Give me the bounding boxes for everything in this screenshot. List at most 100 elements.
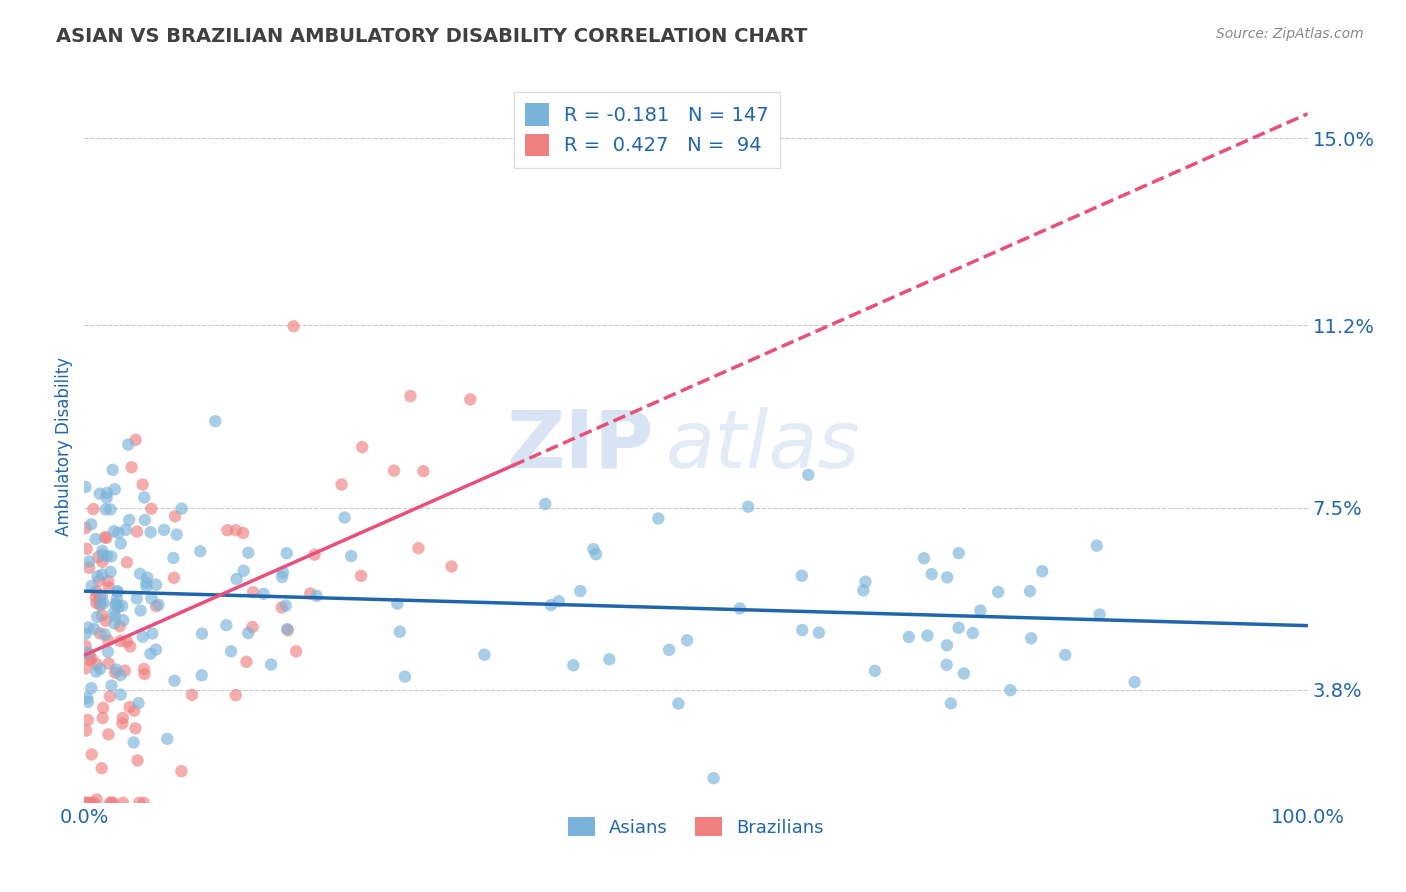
Point: [77, 796, 100, 810]
Legend: Asians, Brazilians: Asians, Brazilians: [561, 810, 831, 844]
Point: [232, 564, 254, 578]
Point: [225, 688, 247, 702]
Point: [96, 531, 118, 545]
Point: [145, 577, 167, 591]
Point: [80, 681, 103, 695]
Point: [921, 567, 943, 582]
Point: [145, 642, 167, 657]
Point: [91, 548, 114, 562]
Point: [277, 623, 299, 637]
Point: [100, 796, 122, 810]
Point: [156, 731, 179, 746]
Point: [84, 596, 107, 610]
Point: [129, 604, 152, 618]
Point: [103, 796, 125, 810]
Point: [163, 571, 186, 585]
Point: [1054, 648, 1077, 662]
Point: [131, 630, 153, 644]
Point: [562, 658, 585, 673]
Point: [104, 597, 127, 611]
Point: [139, 647, 162, 661]
Point: [97, 633, 120, 648]
Point: [333, 510, 356, 524]
Point: [94, 530, 117, 544]
Point: [77, 561, 100, 575]
Point: [84, 590, 107, 604]
Point: [110, 668, 132, 682]
Point: [75, 796, 97, 810]
Point: [79, 648, 101, 662]
Point: [91, 555, 114, 569]
Point: [121, 460, 143, 475]
Point: [139, 525, 162, 540]
Point: [163, 673, 186, 688]
Point: [127, 696, 149, 710]
Point: [118, 513, 141, 527]
Point: [135, 580, 157, 594]
Point: [83, 622, 105, 636]
Point: [855, 574, 877, 589]
Text: ASIAN VS BRAZILIAN AMBULATORY DISABILITY CORRELATION CHART: ASIAN VS BRAZILIAN AMBULATORY DISABILITY…: [56, 27, 807, 45]
Point: [83, 796, 105, 810]
Point: [103, 616, 125, 631]
Point: [79, 653, 101, 667]
Point: [134, 513, 156, 527]
Point: [440, 559, 463, 574]
Point: [94, 502, 117, 516]
Point: [242, 585, 264, 599]
Point: [330, 477, 353, 491]
Point: [86, 569, 108, 583]
Point: [340, 549, 363, 563]
Point: [148, 598, 170, 612]
Point: [87, 574, 110, 588]
Point: [540, 598, 562, 612]
Point: [93, 596, 115, 610]
Point: [87, 550, 110, 565]
Point: [217, 523, 239, 537]
Point: [962, 626, 984, 640]
Point: [104, 665, 127, 680]
Point: [987, 585, 1010, 599]
Point: [797, 467, 820, 482]
Point: [285, 644, 308, 658]
Point: [728, 601, 751, 615]
Point: [936, 570, 959, 584]
Point: [76, 690, 98, 705]
Point: [166, 527, 188, 541]
Point: [897, 630, 920, 644]
Point: [86, 610, 108, 624]
Point: [274, 599, 297, 613]
Point: [107, 584, 129, 599]
Point: [394, 670, 416, 684]
Point: [953, 666, 976, 681]
Point: [118, 700, 141, 714]
Point: [122, 735, 145, 749]
Point: [100, 502, 122, 516]
Point: [86, 657, 108, 671]
Point: [134, 491, 156, 505]
Point: [80, 579, 103, 593]
Point: [104, 609, 127, 624]
Point: [276, 546, 298, 560]
Point: [100, 679, 122, 693]
Point: [852, 583, 875, 598]
Point: [129, 566, 152, 581]
Point: [90, 598, 112, 612]
Point: [89, 486, 111, 500]
Point: [111, 711, 134, 725]
Point: [124, 722, 146, 736]
Point: [569, 584, 592, 599]
Point: [935, 657, 957, 672]
Point: [703, 771, 725, 785]
Point: [114, 664, 136, 678]
Point: [75, 480, 97, 494]
Point: [474, 648, 496, 662]
Point: [388, 624, 411, 639]
Point: [134, 667, 156, 681]
Point: [108, 619, 131, 633]
Point: [80, 747, 103, 762]
Point: [77, 713, 100, 727]
Point: [948, 546, 970, 560]
Point: [84, 532, 107, 546]
Point: [111, 716, 134, 731]
